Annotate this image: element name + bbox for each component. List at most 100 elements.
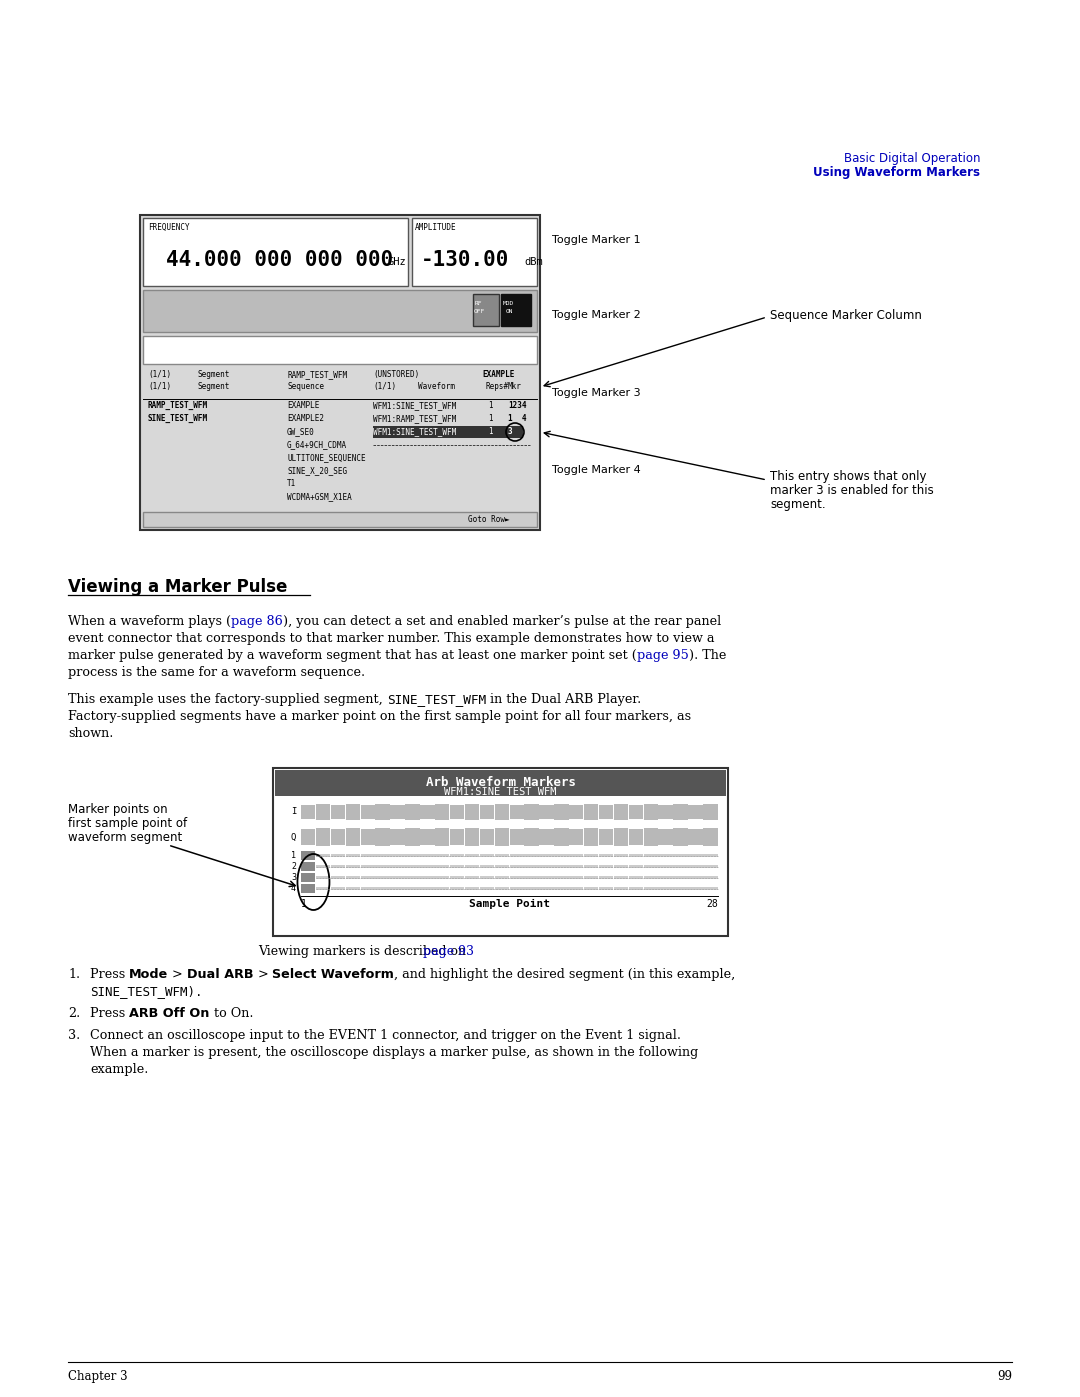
Text: Waveform: Waveform <box>418 381 455 391</box>
Bar <box>346 828 360 847</box>
Bar <box>613 854 629 856</box>
Text: 1.: 1. <box>68 968 80 981</box>
Text: Segment: Segment <box>198 381 230 391</box>
Bar <box>598 828 613 845</box>
Bar <box>330 876 346 879</box>
Bar <box>688 805 703 819</box>
Bar <box>569 865 583 868</box>
Bar <box>405 854 420 856</box>
Bar <box>495 876 509 879</box>
Bar <box>613 805 629 820</box>
Text: WFM1:SINE_TEST_WFM: WFM1:SINE_TEST_WFM <box>373 427 456 436</box>
Bar <box>435 805 449 820</box>
Bar <box>315 876 330 879</box>
Bar <box>688 887 703 890</box>
Bar <box>330 854 346 856</box>
Bar <box>703 865 717 868</box>
Text: WFM1:SINE_TEST_WFM: WFM1:SINE_TEST_WFM <box>444 787 557 796</box>
Bar <box>495 865 509 868</box>
Text: example.: example. <box>90 1063 148 1076</box>
Bar <box>644 805 658 820</box>
Bar <box>569 876 583 879</box>
Bar <box>330 828 346 845</box>
Text: This entry shows that only: This entry shows that only <box>770 469 927 483</box>
Text: marker pulse generated by a waveform segment that has at least one marker point : marker pulse generated by a waveform seg… <box>68 650 637 662</box>
Bar <box>373 426 523 439</box>
Bar <box>539 887 554 890</box>
Text: Dual ARB: Dual ARB <box>187 968 254 981</box>
Bar <box>703 805 717 820</box>
Bar <box>435 854 449 856</box>
Text: Toggle Marker 1: Toggle Marker 1 <box>552 235 640 244</box>
Text: WFM1:SINE_TEST_WFM: WFM1:SINE_TEST_WFM <box>373 401 456 409</box>
Bar <box>673 805 688 820</box>
Text: 1: 1 <box>301 900 307 909</box>
Text: 44.000 000 000 000: 44.000 000 000 000 <box>166 250 393 270</box>
Bar <box>464 887 480 890</box>
Bar <box>420 865 434 868</box>
Bar <box>525 865 539 868</box>
Bar <box>450 805 464 819</box>
Bar <box>346 865 360 868</box>
Bar <box>598 876 613 879</box>
Bar <box>688 876 703 879</box>
Text: Viewing markers is described on: Viewing markers is described on <box>258 944 470 958</box>
Text: waveform segment: waveform segment <box>68 831 183 844</box>
Bar <box>143 367 537 398</box>
Text: Toggle Marker 2: Toggle Marker 2 <box>552 310 640 320</box>
Text: ULTITONE_SEQUENCE: ULTITONE_SEQUENCE <box>287 453 366 462</box>
Bar <box>598 887 613 890</box>
Bar <box>629 865 643 868</box>
Text: EXAMPLE: EXAMPLE <box>482 370 514 379</box>
Text: marker 3 is enabled for this: marker 3 is enabled for this <box>770 483 934 497</box>
Bar <box>539 865 554 868</box>
Bar <box>450 865 464 868</box>
Text: 1: 1 <box>488 427 492 436</box>
Bar <box>473 293 499 326</box>
Bar <box>464 865 480 868</box>
Bar <box>569 854 583 856</box>
Bar <box>420 876 434 879</box>
Bar <box>315 854 330 856</box>
Bar <box>480 876 495 879</box>
Bar <box>405 876 420 879</box>
Text: page 86: page 86 <box>231 615 283 629</box>
Bar <box>464 828 480 847</box>
Bar <box>450 854 464 856</box>
Bar <box>361 854 375 856</box>
Text: 2: 2 <box>291 862 296 870</box>
Bar <box>480 887 495 890</box>
Bar <box>644 887 658 890</box>
Text: >: > <box>168 968 187 981</box>
Bar <box>480 865 495 868</box>
Text: (1/1): (1/1) <box>148 370 171 379</box>
Bar <box>273 768 728 936</box>
Bar <box>613 828 629 847</box>
Bar <box>495 805 509 820</box>
Text: GW_SE0: GW_SE0 <box>287 427 314 436</box>
Bar <box>584 828 598 847</box>
Bar <box>525 805 539 820</box>
Bar <box>420 805 434 819</box>
Text: Toggle Marker 4: Toggle Marker 4 <box>552 465 640 475</box>
Bar <box>376 876 390 879</box>
Bar <box>659 865 673 868</box>
Text: 1  4: 1 4 <box>508 414 527 423</box>
Text: in the Dual ARB Player.: in the Dual ARB Player. <box>486 693 642 705</box>
Bar <box>688 865 703 868</box>
Bar <box>376 865 390 868</box>
Text: (1/1): (1/1) <box>148 381 171 391</box>
Bar <box>510 865 524 868</box>
Bar <box>554 887 568 890</box>
Bar <box>659 854 673 856</box>
Bar <box>495 828 509 847</box>
Text: ON: ON <box>507 309 513 314</box>
Bar <box>673 876 688 879</box>
Text: page 95: page 95 <box>637 650 689 662</box>
Bar <box>629 876 643 879</box>
Text: (UNSTORED): (UNSTORED) <box>373 370 419 379</box>
Bar <box>539 828 554 845</box>
Bar <box>539 876 554 879</box>
Text: 1: 1 <box>291 851 296 861</box>
Bar <box>405 805 420 820</box>
